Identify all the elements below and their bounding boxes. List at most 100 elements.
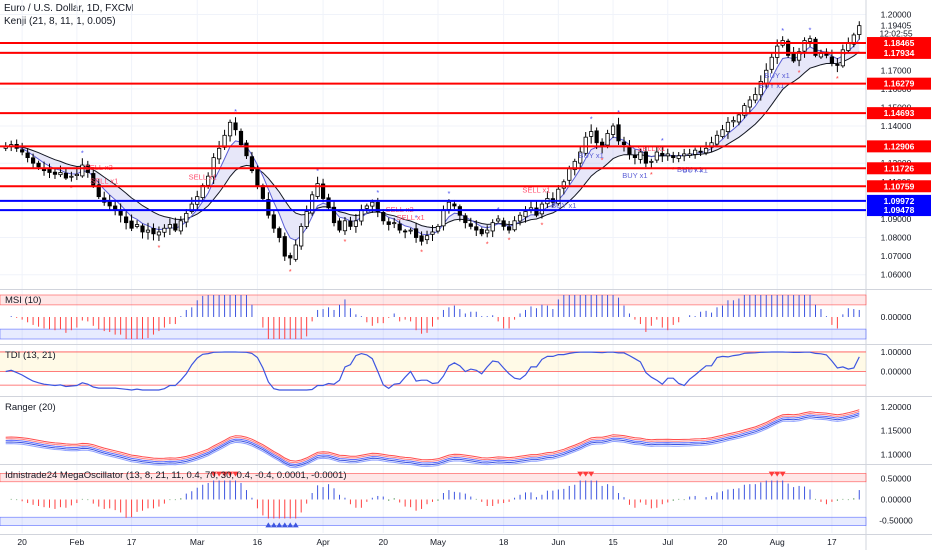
time-label: 15 — [608, 537, 618, 547]
level-price-label: 1.17934 — [884, 48, 915, 58]
candle — [238, 130, 244, 146]
candle — [129, 220, 134, 229]
candle — [851, 34, 856, 45]
mega-oscillator-pane[interactable]: Idnistrade24 MegaOscillator (13, 8, 21, … — [0, 470, 913, 528]
candle — [649, 160, 654, 163]
candle — [233, 122, 238, 131]
candle — [654, 151, 659, 161]
ranger-line — [5, 414, 860, 467]
candle — [452, 203, 457, 207]
candle — [621, 141, 627, 146]
swing-high-marker: * — [809, 25, 812, 34]
candle — [162, 227, 167, 233]
signal-label: BUY x1 — [765, 71, 790, 80]
candle — [227, 121, 233, 137]
candle — [463, 215, 468, 224]
level-price-label: 1.16279 — [884, 79, 915, 89]
candle — [397, 223, 402, 231]
ranger-pane[interactable]: Ranger (20) 1.20000 1.15000 1.10000 — [5, 402, 912, 469]
candle — [840, 49, 845, 67]
level-price-label: 1.09478 — [884, 205, 915, 215]
msi-lower-band — [0, 328, 867, 340]
swing-low-marker: * — [420, 248, 423, 257]
signal-label: SELL x1 — [522, 185, 550, 194]
candle — [419, 235, 424, 242]
price-tick: 1.20000 — [881, 10, 912, 20]
candle — [315, 183, 320, 197]
candle — [124, 216, 129, 224]
signal-label: BUY x1 — [682, 166, 707, 175]
candle — [857, 25, 862, 35]
swing-low-marker: * — [836, 74, 839, 83]
ranger-tick: 1.10000 — [881, 449, 912, 459]
swing-low-marker: * — [343, 237, 346, 246]
candle — [326, 197, 331, 209]
candle — [134, 224, 140, 227]
candle — [249, 156, 255, 172]
candle — [58, 172, 63, 176]
candle — [703, 147, 709, 154]
time-label: 17 — [127, 537, 137, 547]
time-axis[interactable]: 20 Feb 17 Mar 16 Apr 20 May 18 Jun 15 Jul 20 Aug 17 — [17, 537, 836, 547]
ranger-line — [5, 409, 860, 462]
mega-buy-arrow — [292, 522, 299, 528]
candle — [140, 225, 145, 233]
tdi-tick: 0.00000 — [881, 366, 912, 376]
tdi-pane[interactable]: TDI (13, 21) 1.00000 0.00000 — [0, 347, 912, 391]
candle — [413, 228, 419, 238]
mega-sell-arrow — [577, 471, 584, 477]
signal-label: SELL x1 — [397, 213, 425, 222]
level-price-label: 1.11726 — [884, 163, 915, 173]
candle — [682, 153, 687, 157]
candle — [786, 40, 791, 56]
candle — [342, 220, 348, 232]
signal-label: BUY x1 — [677, 165, 702, 174]
mega-title: Idnistrade24 MegaOscillator (13, 8, 21, … — [5, 470, 347, 481]
mega-upper-band — [0, 473, 867, 483]
candle — [310, 194, 315, 214]
level-price-tag — [867, 162, 931, 175]
candle — [200, 185, 205, 199]
swing-high-marker: * — [316, 167, 319, 176]
candle — [118, 210, 123, 216]
time-label: May — [430, 537, 447, 547]
candle — [512, 220, 517, 231]
candle — [52, 171, 58, 175]
candle — [424, 235, 430, 241]
candle — [151, 228, 156, 235]
candle — [583, 136, 588, 154]
candle — [813, 38, 818, 56]
time-label: 20 — [379, 537, 389, 547]
mega-buy-arrow — [287, 522, 294, 528]
candle — [80, 164, 85, 177]
candle — [835, 64, 840, 66]
candle — [435, 225, 441, 232]
price-tick: 1.06000 — [881, 270, 912, 280]
candle — [277, 228, 282, 238]
candle — [96, 184, 101, 198]
price-axis[interactable]: 1.200001.1940512:02:551.180001.170001.16… — [867, 10, 931, 280]
mega-sell-arrow — [588, 471, 595, 477]
candle — [660, 152, 665, 157]
candle — [468, 223, 473, 227]
candle — [775, 45, 780, 58]
candle — [25, 152, 30, 159]
msi-pane[interactable]: MSI (10) 0.00000 — [0, 294, 912, 340]
swing-high-marker: * — [376, 188, 379, 197]
candle — [47, 168, 52, 173]
candle — [331, 206, 337, 224]
time-label: 18 — [499, 537, 509, 547]
ranger-line — [5, 412, 860, 466]
candle — [567, 168, 572, 181]
time-label: 16 — [253, 537, 263, 547]
time-label: Apr — [316, 537, 329, 547]
candle — [676, 155, 681, 159]
candle — [507, 226, 512, 231]
time-label: Aug — [770, 537, 785, 547]
level-price-tag — [867, 46, 931, 59]
candle — [610, 125, 616, 135]
candle — [189, 203, 194, 212]
mega-sell-arrow — [582, 471, 589, 477]
candle — [364, 205, 369, 209]
